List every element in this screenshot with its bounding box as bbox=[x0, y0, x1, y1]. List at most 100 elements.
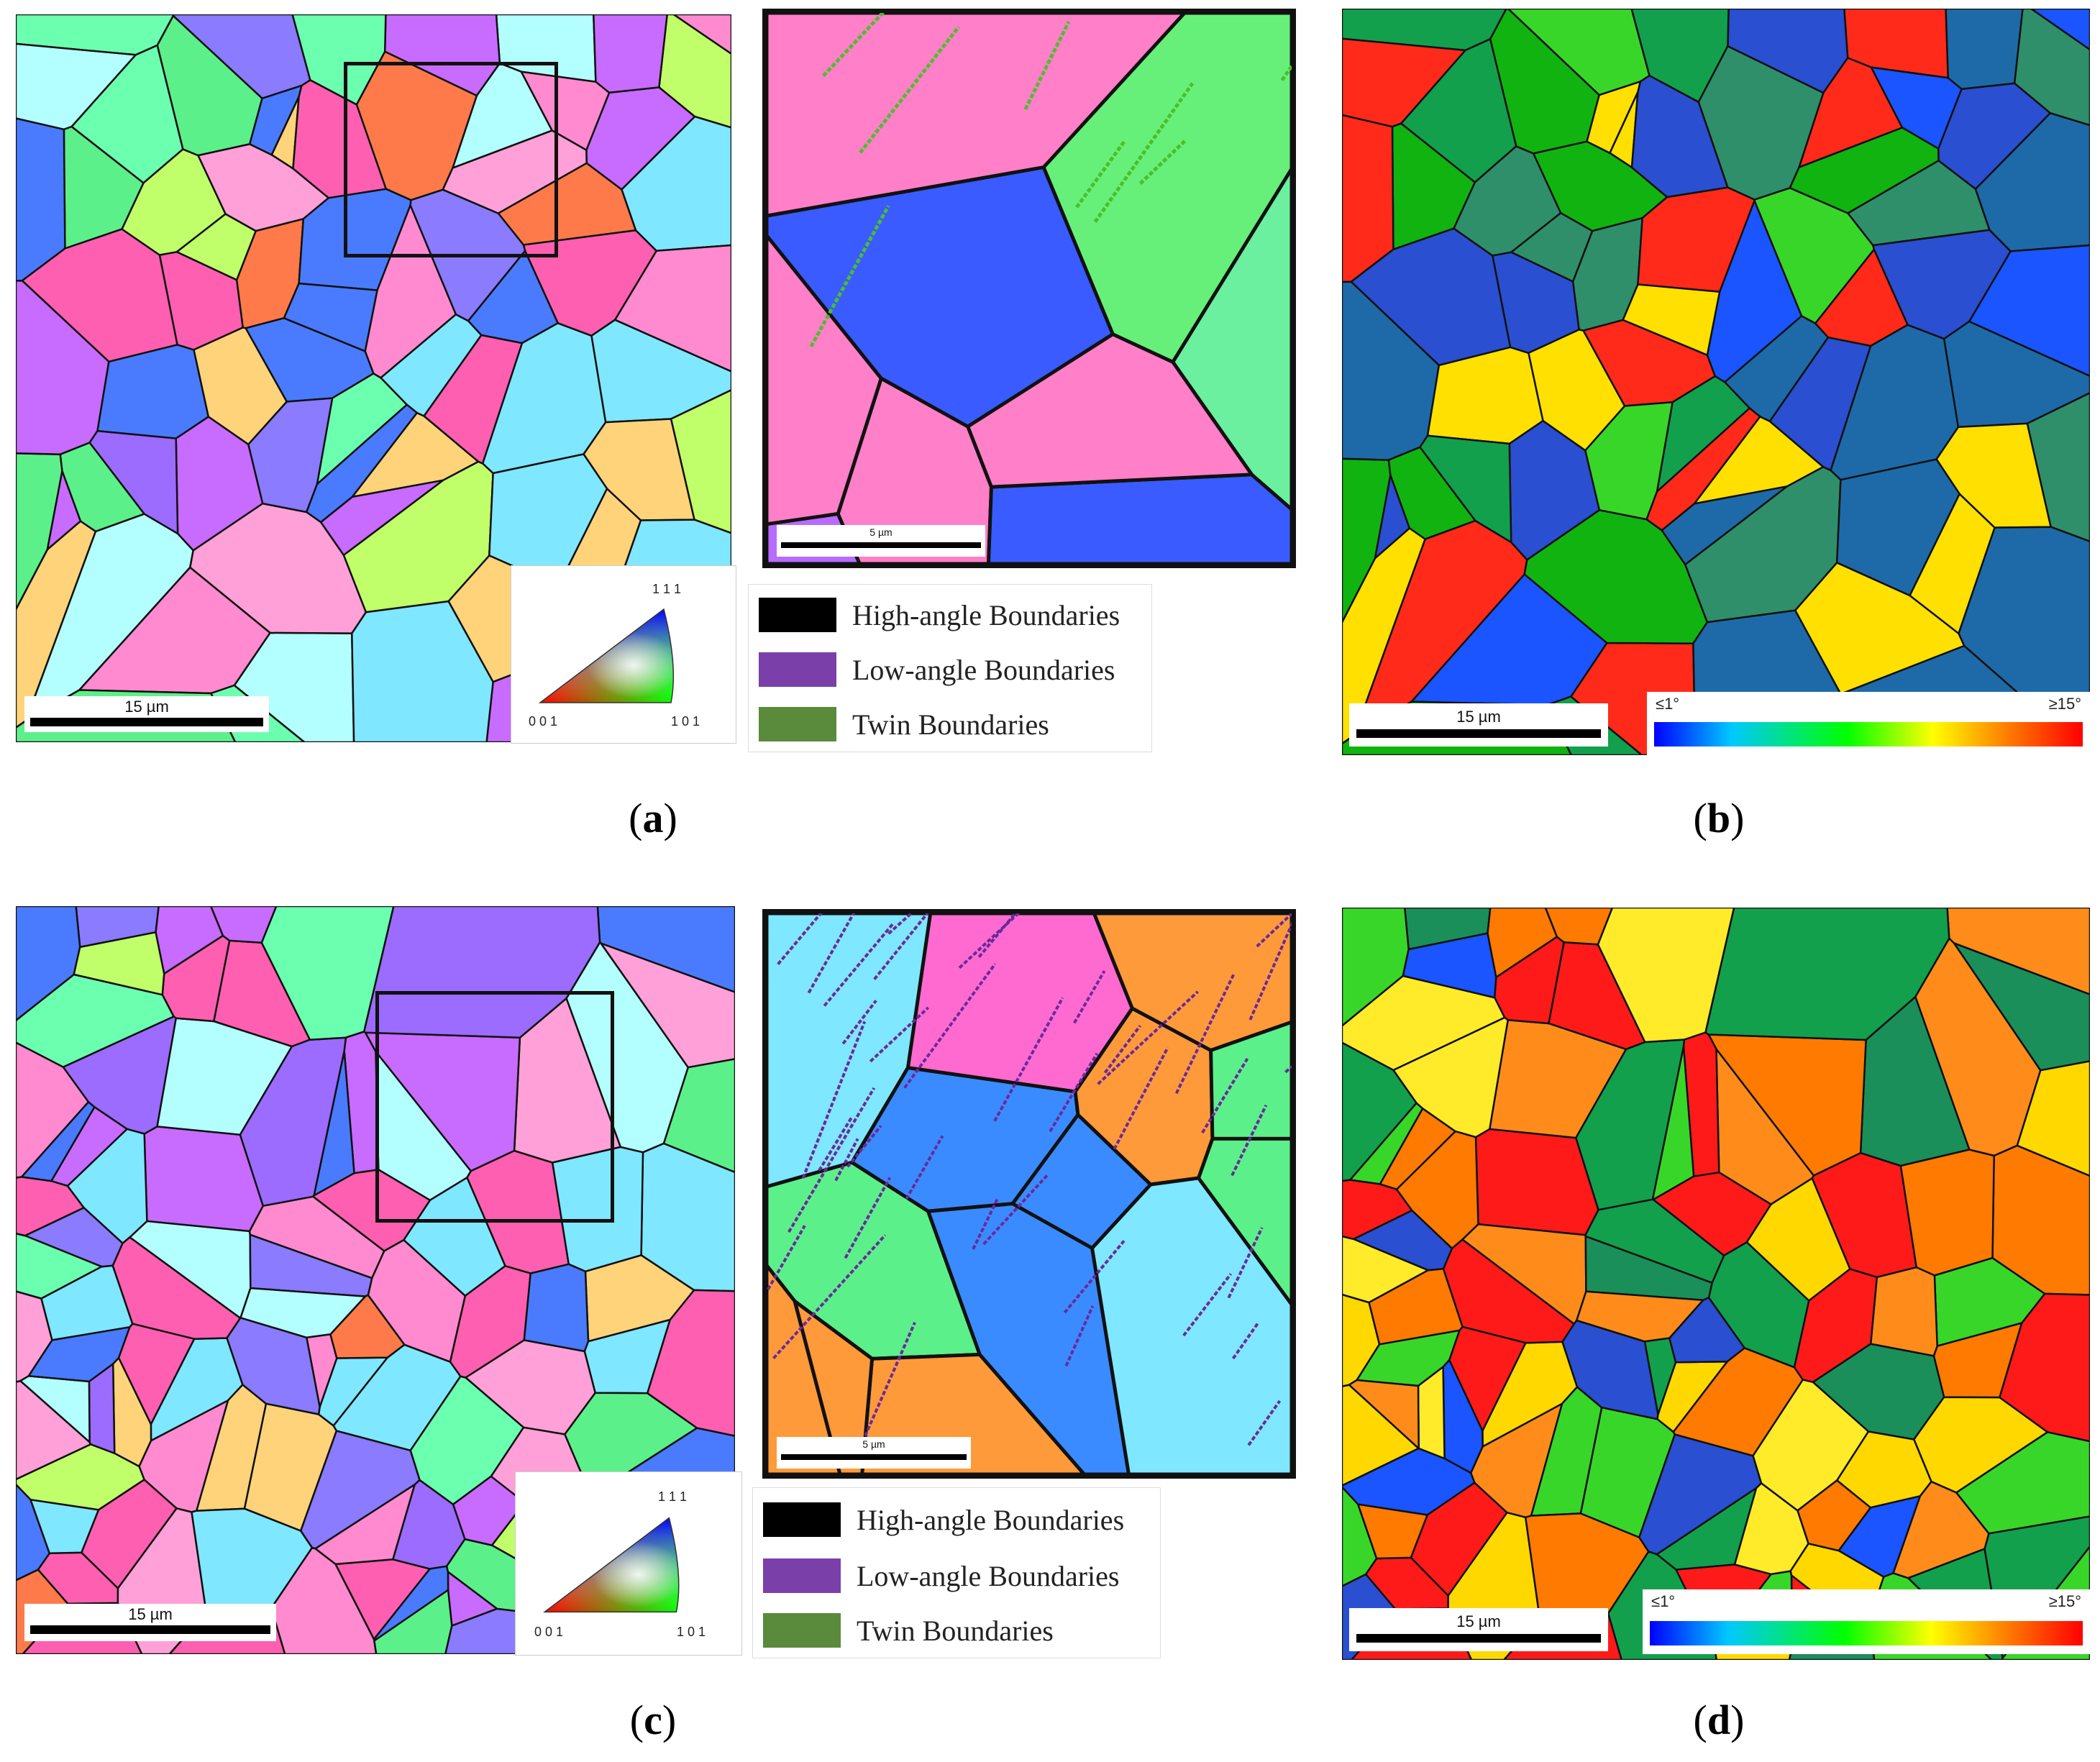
grain bbox=[1974, 112, 2090, 252]
grain bbox=[16, 42, 137, 131]
boundary-line bbox=[1075, 140, 1127, 209]
grain bbox=[1835, 458, 1960, 597]
grain bbox=[62, 1015, 177, 1135]
boundary-line bbox=[1049, 1052, 1099, 1133]
boundary-line bbox=[982, 1173, 1049, 1246]
boundary-line bbox=[1201, 1057, 1249, 1134]
boundary-legend-a: High-angle Boundaries Low-angle Boundari… bbox=[748, 584, 1152, 752]
kam-color-gradient bbox=[1654, 722, 2083, 747]
scalebar-d-label: 15 µm bbox=[1456, 1612, 1501, 1630]
caption-d: (d) bbox=[1693, 1697, 1745, 1743]
grain bbox=[1342, 1041, 1418, 1182]
grain bbox=[1892, 1480, 1990, 1579]
panel-a-zoom-map bbox=[762, 9, 1296, 568]
legend-item-low-angle: Low-angle Boundaries bbox=[759, 652, 1115, 687]
boundary-line bbox=[1064, 1305, 1095, 1367]
boundary-line bbox=[801, 1021, 867, 1179]
ipf-map-c-svg bbox=[16, 906, 735, 1654]
grain bbox=[117, 1323, 196, 1425]
grain bbox=[73, 931, 165, 996]
grain bbox=[16, 1041, 90, 1179]
grain bbox=[584, 1254, 695, 1343]
panel-c-zoom-map bbox=[762, 909, 1296, 1479]
grain bbox=[1945, 9, 2024, 90]
grain bbox=[1637, 186, 1756, 293]
panel-a-ipf-map bbox=[16, 14, 731, 742]
zoom-scalebar-a: 5 µm bbox=[777, 525, 985, 557]
grain bbox=[1395, 1130, 1479, 1250]
panel-b-kam-map bbox=[1342, 9, 2090, 755]
grain bbox=[1392, 1016, 1509, 1138]
boundary-line bbox=[1138, 139, 1187, 186]
kam-legend-b: ≤1° ≥15° bbox=[1647, 692, 2090, 755]
boundary-line bbox=[958, 913, 1021, 969]
ipf-tick-top: 1 1 1 bbox=[652, 582, 682, 596]
grain bbox=[1622, 283, 1721, 356]
boundary-line bbox=[1231, 1104, 1268, 1177]
ipf-tick-top: 1 1 1 bbox=[658, 1489, 688, 1504]
boundary-line bbox=[1103, 1024, 1141, 1074]
kam-legend-min: ≤1° bbox=[1651, 1592, 1676, 1610]
boundary-line bbox=[1113, 1046, 1169, 1150]
boundary-line bbox=[834, 1138, 859, 1182]
grain bbox=[1197, 1136, 1292, 1307]
boundary-line bbox=[788, 1087, 876, 1233]
grain bbox=[2030, 9, 2090, 51]
ipf-map-a-svg bbox=[16, 14, 731, 742]
boundary-line bbox=[823, 922, 895, 1007]
scalebar-c: 15 µm bbox=[24, 1604, 276, 1641]
zoom-scalebar-a-label: 5 µm bbox=[869, 526, 892, 538]
ipf-tick-right: 1 0 1 bbox=[671, 714, 700, 729]
boundary-line bbox=[1063, 1240, 1126, 1314]
grain bbox=[1914, 937, 2042, 1157]
legend-item-twin: Twin Boundaries bbox=[759, 707, 1049, 741]
boundary-line bbox=[777, 913, 823, 965]
boundary-line bbox=[1073, 970, 1106, 1024]
boundary-line bbox=[818, 1117, 853, 1172]
ipf-tick-right: 1 0 1 bbox=[677, 1625, 706, 1639]
grain bbox=[248, 84, 303, 156]
grain bbox=[565, 941, 689, 1154]
grain bbox=[298, 188, 412, 291]
panel-d-kam-map bbox=[1342, 908, 2090, 1660]
boundary-line bbox=[1174, 972, 1236, 1095]
grain bbox=[966, 332, 1254, 489]
legend-swatch bbox=[763, 1502, 841, 1537]
grain bbox=[313, 1050, 355, 1197]
boundary-line bbox=[841, 1000, 877, 1045]
grain bbox=[1448, 1325, 1527, 1432]
panel-a-roi-box bbox=[344, 62, 558, 257]
grain bbox=[66, 1128, 148, 1244]
kam-map-d-svg bbox=[1342, 908, 2090, 1660]
scalebar-d: 15 µm bbox=[1349, 1608, 1608, 1651]
grain bbox=[1586, 81, 1642, 154]
grain bbox=[283, 282, 378, 352]
zoom-map-a-svg bbox=[767, 13, 1292, 564]
boundary-line bbox=[859, 25, 960, 154]
caption-c: (c) bbox=[629, 1697, 677, 1743]
legend-swatch bbox=[763, 1558, 841, 1593]
grain bbox=[1342, 37, 1466, 128]
grain bbox=[1387, 446, 1476, 540]
grain bbox=[423, 334, 524, 465]
grain bbox=[986, 473, 1292, 564]
legend-item-low-angle: Low-angle Boundaries bbox=[763, 1558, 1119, 1593]
kam-map-b-svg bbox=[1342, 9, 2090, 755]
grain bbox=[1402, 932, 1497, 999]
grain bbox=[1357, 1503, 1428, 1560]
grain bbox=[209, 906, 278, 944]
grain bbox=[1645, 407, 1761, 531]
boundary-line bbox=[846, 1125, 882, 1168]
grain bbox=[1010, 1113, 1153, 1250]
grain bbox=[613, 244, 731, 373]
scalebar-c-label: 15 µm bbox=[128, 1605, 173, 1623]
legend-swatch bbox=[759, 598, 836, 632]
boundary-legend-c: High-angle Boundaries Low-angle Boundari… bbox=[752, 1487, 1161, 1658]
boundary-line bbox=[1280, 63, 1292, 81]
grain bbox=[1041, 13, 1292, 364]
grain bbox=[593, 14, 668, 94]
legend-swatch bbox=[759, 652, 836, 687]
grain bbox=[1544, 908, 1614, 946]
boundary-line bbox=[972, 1198, 999, 1250]
grain bbox=[292, 79, 387, 199]
